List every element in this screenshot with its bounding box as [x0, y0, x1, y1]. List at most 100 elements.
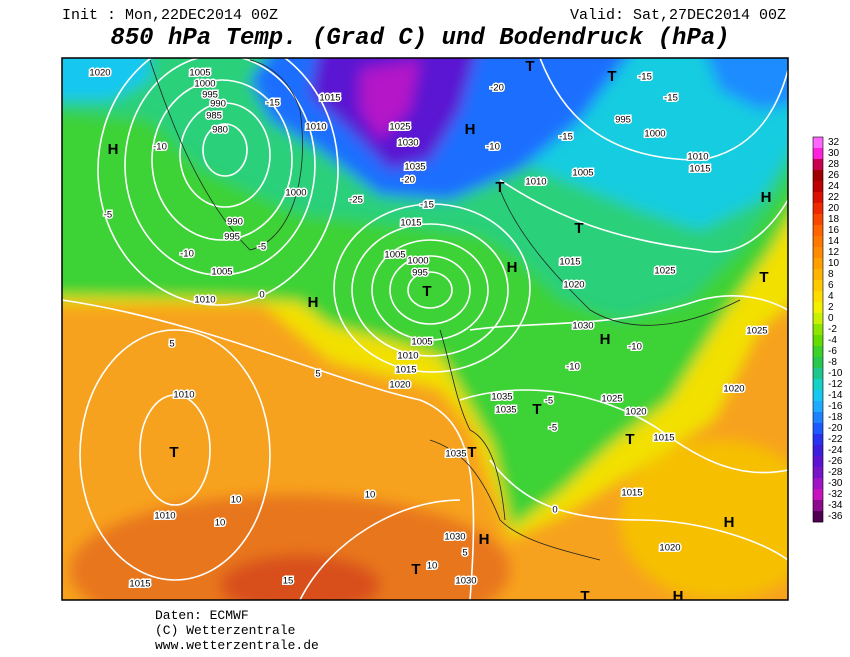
- isobar-label: 1010: [397, 351, 418, 362]
- pressure-center: T: [169, 444, 178, 461]
- colorbar-swatch: [813, 434, 823, 446]
- isotherm-label: -15: [559, 132, 573, 143]
- isobar-label: 1035: [495, 405, 516, 416]
- isobar-label: 995: [224, 232, 240, 243]
- isobar-label: 995: [615, 115, 631, 126]
- colorbar-swatch: [813, 203, 823, 215]
- init-time: Init : Mon,22DEC2014 00Z: [62, 7, 278, 24]
- isobar-label: 1000: [644, 129, 665, 140]
- isotherm-label: 5: [169, 339, 174, 350]
- isotherm-label: -15: [420, 200, 434, 211]
- isobar-label: 1025: [389, 122, 410, 133]
- colorbar-label: -20: [828, 423, 843, 434]
- colorbar-swatch: [813, 137, 823, 149]
- pressure-center: H: [507, 259, 518, 276]
- colorbar-swatch: [813, 379, 823, 391]
- isobar-label: 1030: [572, 321, 593, 332]
- colorbar-label: -34: [828, 500, 843, 511]
- isotherm-label: 10: [365, 490, 376, 501]
- colorbar-swatch: [813, 170, 823, 182]
- isobar-label: 1000: [285, 188, 306, 199]
- colorbar-label: 16: [828, 225, 840, 236]
- colorbar-label: 12: [828, 247, 840, 258]
- colorbar-label: 18: [828, 214, 840, 225]
- colorbar-label: -16: [828, 401, 843, 412]
- colorbar-swatch: [813, 313, 823, 325]
- coastlines: [149, 59, 741, 561]
- isotherm-label: -10: [153, 142, 167, 153]
- isobar-label: 1000: [407, 256, 428, 267]
- isobar-label: 1025: [654, 266, 675, 277]
- isobar-label: 1035: [404, 162, 425, 173]
- colorbar-label: -2: [828, 324, 837, 335]
- colorbar-label: 2: [828, 302, 834, 313]
- isobar-label: 1035: [491, 392, 512, 403]
- isotherm-label: -5: [258, 242, 266, 253]
- isobar-label: 995: [202, 90, 218, 101]
- pressure-center: H: [108, 141, 119, 158]
- colorbar-label: 14: [828, 236, 840, 247]
- colorbar-swatch: [813, 500, 823, 512]
- colorbar-label: -24: [828, 445, 843, 456]
- colorbar-swatch: [813, 467, 823, 479]
- isobar-label: 1020: [563, 280, 584, 291]
- colorbar-label: 20: [828, 203, 840, 214]
- colorbar-label: -8: [828, 357, 837, 368]
- colorbar-label: 24: [828, 181, 840, 192]
- isobar-label: 995: [412, 268, 428, 279]
- isotherm-label: 5: [462, 548, 467, 559]
- colorbar-label: 0: [828, 313, 834, 324]
- temperature-field: [62, 58, 788, 600]
- isotherm-label: 10: [215, 518, 226, 529]
- colorbar-swatch: [813, 181, 823, 193]
- colorbar-label: 22: [828, 192, 840, 203]
- valid-time: Valid: Sat,27DEC2014 00Z: [570, 7, 786, 24]
- map-frame: [61, 57, 789, 601]
- colorbar-swatch: [813, 214, 823, 226]
- colorbar-swatch: [813, 236, 823, 248]
- colorbar-label: 6: [828, 280, 834, 291]
- isotherm-label: 10: [427, 561, 438, 572]
- isotherm-label: -20: [401, 175, 415, 186]
- isobar-label: 990: [227, 217, 243, 228]
- colorbar-label: -22: [828, 434, 843, 445]
- colorbar-swatch: [813, 390, 823, 402]
- map-title: 850 hPa Temp. (Grad C) und Bodendruck (h…: [110, 25, 729, 52]
- pressure-center: H: [724, 514, 735, 531]
- colorbar-label: -26: [828, 456, 843, 467]
- colorbar-swatch: [813, 357, 823, 369]
- colorbar: 32302826242220181614121086420-2-4-6-8-10…: [812, 136, 843, 523]
- isobar-label: 1025: [601, 394, 622, 405]
- isotherm-label: -10: [486, 142, 500, 153]
- colorbar-swatch: [813, 456, 823, 468]
- isobar-label: 1025: [746, 326, 767, 337]
- isobar-label: 1015: [400, 218, 421, 229]
- isobar-label: 1015: [559, 257, 580, 268]
- isobar-label: 1005: [384, 250, 405, 261]
- colorbar-label: 4: [828, 291, 834, 302]
- colorbar-swatch: [813, 346, 823, 358]
- colorbar-swatch: [813, 401, 823, 413]
- pressure-center: T: [625, 431, 634, 448]
- pressure-center: H: [465, 121, 476, 138]
- colorbar-label: -30: [828, 478, 843, 489]
- colorbar-label: -10: [828, 368, 843, 379]
- source-credit: Daten: ECMWF: [155, 608, 249, 623]
- colorbar-label: -14: [828, 390, 843, 401]
- colorbar-swatch: [813, 423, 823, 435]
- pressure-center: T: [580, 588, 589, 605]
- colorbar-label: -12: [828, 379, 843, 390]
- isobar-label: 1015: [689, 164, 710, 175]
- colorbar-label: -6: [828, 346, 837, 357]
- isobar-label: 1020: [89, 68, 110, 79]
- isobar-label: 1010: [687, 152, 708, 163]
- isobar-label: 1015: [621, 488, 642, 499]
- pressure-center: T: [759, 269, 768, 286]
- colorbar-swatch: [813, 324, 823, 336]
- isobar-label: 990: [210, 99, 226, 110]
- isotherm-label: -5: [549, 423, 557, 434]
- colorbar-swatch: [813, 445, 823, 457]
- colorbar-label: 26: [828, 170, 840, 181]
